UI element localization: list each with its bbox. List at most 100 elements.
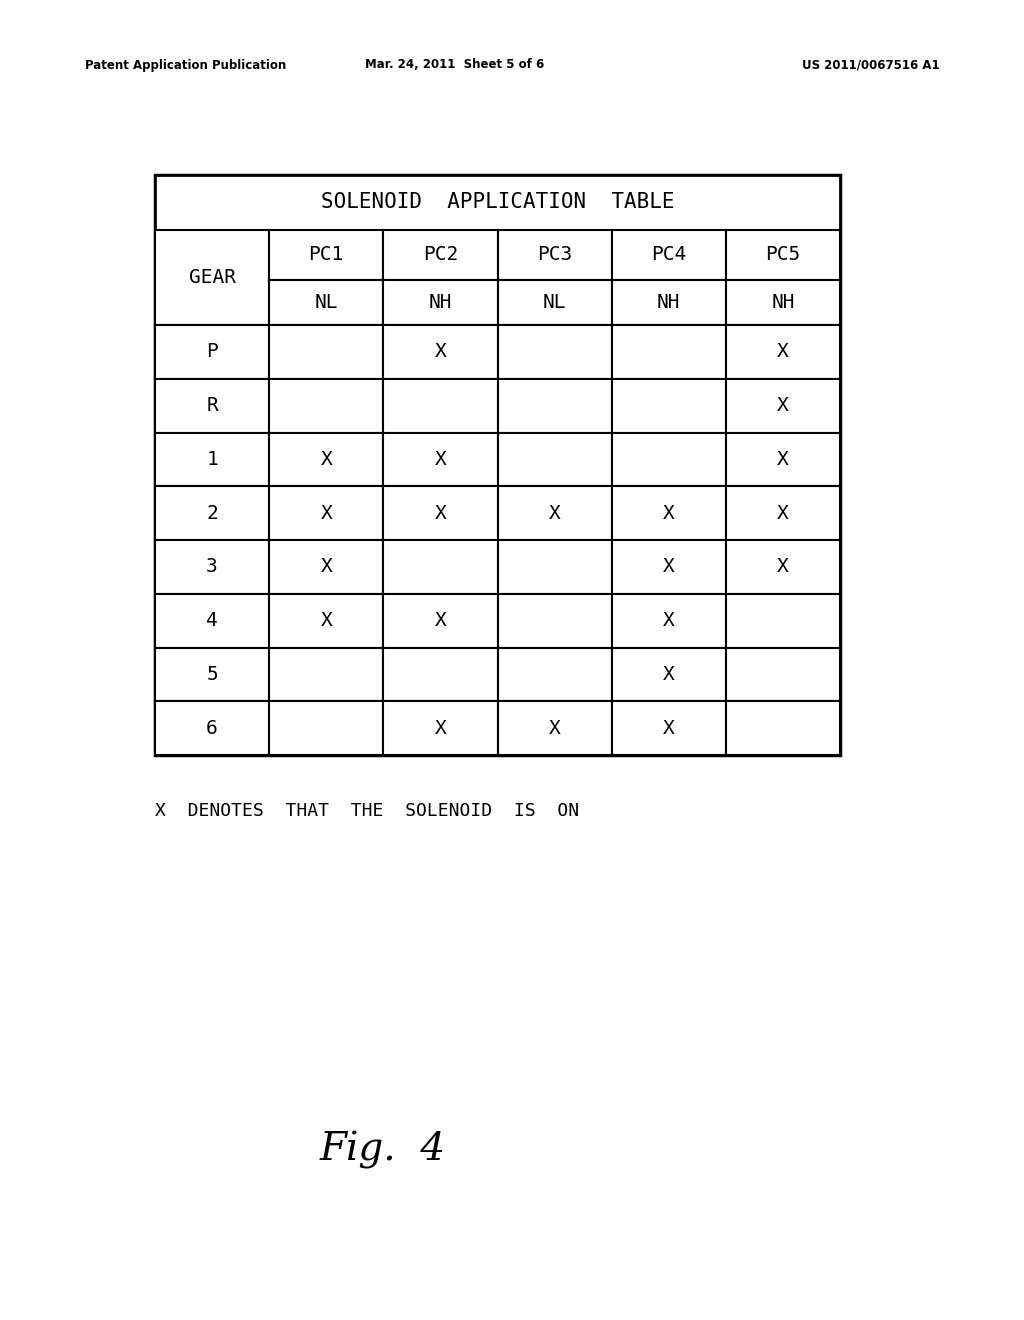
Bar (155, 176, 840, 755)
Text: US 2011/0067516 A1: US 2011/0067516 A1 (803, 58, 940, 71)
Text: NL: NL (314, 293, 338, 312)
Bar (383, 540, 498, 594)
Text: GEAR: GEAR (188, 268, 236, 286)
Bar (269, 594, 383, 648)
Bar (498, 540, 611, 594)
Text: X: X (434, 718, 446, 738)
Text: NH: NH (771, 293, 795, 312)
Text: Fig.  4: Fig. 4 (319, 1131, 446, 1170)
Bar (498, 486, 611, 540)
Text: X: X (663, 718, 675, 738)
Bar (611, 433, 726, 486)
Bar (383, 648, 498, 701)
Text: 6: 6 (206, 718, 218, 738)
Bar (726, 230, 840, 280)
Text: NL: NL (543, 293, 566, 312)
Text: NH: NH (657, 293, 681, 312)
Bar (155, 648, 269, 701)
Bar (498, 379, 611, 433)
Text: X: X (777, 504, 788, 523)
Text: PC4: PC4 (651, 246, 686, 264)
Text: X: X (321, 450, 332, 469)
Bar (726, 325, 840, 379)
Bar (155, 486, 269, 540)
Bar (611, 486, 726, 540)
Bar (269, 701, 383, 755)
Bar (726, 280, 840, 325)
Bar (269, 325, 383, 379)
Bar (611, 594, 726, 648)
Text: X: X (777, 450, 788, 469)
Bar (611, 648, 726, 701)
Text: SOLENOID  APPLICATION  TABLE: SOLENOID APPLICATION TABLE (321, 193, 674, 213)
Text: X: X (549, 718, 560, 738)
Bar (383, 486, 498, 540)
Text: X: X (434, 504, 446, 523)
Bar (155, 433, 269, 486)
Bar (726, 433, 840, 486)
Text: X: X (777, 342, 788, 362)
Bar (269, 648, 383, 701)
Text: X: X (663, 504, 675, 523)
Text: 5: 5 (206, 665, 218, 684)
Text: 2: 2 (206, 504, 218, 523)
Text: PC5: PC5 (765, 246, 801, 264)
Text: X: X (663, 557, 675, 577)
Bar (611, 701, 726, 755)
Text: 4: 4 (206, 611, 218, 630)
Text: Mar. 24, 2011  Sheet 5 of 6: Mar. 24, 2011 Sheet 5 of 6 (366, 58, 545, 71)
Bar (726, 648, 840, 701)
Bar (383, 325, 498, 379)
Text: X: X (321, 557, 332, 577)
Text: PC2: PC2 (423, 246, 458, 264)
Text: X: X (777, 557, 788, 577)
Text: X: X (663, 665, 675, 684)
Bar (155, 325, 269, 379)
Bar (269, 433, 383, 486)
Bar (611, 280, 726, 325)
Bar (498, 325, 611, 379)
Bar (383, 379, 498, 433)
Bar (498, 594, 611, 648)
Bar (611, 379, 726, 433)
Text: PC3: PC3 (537, 246, 572, 264)
Bar (611, 230, 726, 280)
Bar (498, 230, 611, 280)
Bar (726, 701, 840, 755)
Text: R: R (206, 396, 218, 414)
Text: NH: NH (429, 293, 453, 312)
Text: X: X (777, 396, 788, 414)
Bar (269, 486, 383, 540)
Bar (155, 594, 269, 648)
Bar (269, 280, 383, 325)
Bar (498, 648, 611, 701)
Bar (269, 379, 383, 433)
Text: 1: 1 (206, 450, 218, 469)
Bar (498, 701, 611, 755)
Bar (726, 594, 840, 648)
Bar (155, 540, 269, 594)
Text: X  DENOTES  THAT  THE  SOLENOID  IS  ON: X DENOTES THAT THE SOLENOID IS ON (155, 803, 580, 820)
Bar (269, 540, 383, 594)
Bar (498, 280, 611, 325)
Bar (726, 540, 840, 594)
Bar (155, 379, 269, 433)
Bar (383, 280, 498, 325)
Text: 3: 3 (206, 557, 218, 577)
Text: P: P (206, 342, 218, 362)
Text: X: X (321, 504, 332, 523)
Bar (155, 701, 269, 755)
Text: Patent Application Publication: Patent Application Publication (85, 58, 287, 71)
Bar (726, 486, 840, 540)
Text: X: X (434, 450, 446, 469)
Bar (611, 325, 726, 379)
Text: X: X (434, 342, 446, 362)
Text: X: X (434, 611, 446, 630)
Bar (155, 176, 840, 230)
Bar (383, 594, 498, 648)
Bar (726, 379, 840, 433)
Bar (383, 230, 498, 280)
Bar (383, 701, 498, 755)
Bar (155, 230, 269, 325)
Text: X: X (549, 504, 560, 523)
